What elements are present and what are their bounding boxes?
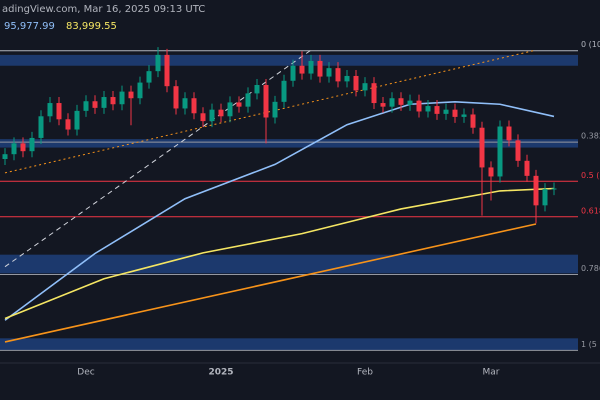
candle-body <box>443 109 449 114</box>
candle-body <box>83 101 89 111</box>
time-labels: Dec 2025 Feb Mar <box>77 368 499 378</box>
candle-body <box>128 91 134 99</box>
candle-body <box>551 188 557 190</box>
candle-body <box>389 98 395 107</box>
candle-body <box>2 154 8 160</box>
fib-levels: 0 (10 0.382 (9 0.5 (8 0.618 (7 0.786 (6 1 (5 <box>0 40 600 351</box>
candle-body <box>38 116 44 138</box>
candle-body <box>398 98 404 105</box>
candle-body <box>137 82 143 99</box>
candle-body <box>380 103 386 107</box>
time-label: Dec <box>77 368 94 378</box>
candle-body <box>326 68 332 77</box>
overlay-line <box>4 49 537 174</box>
candle-body <box>56 103 62 120</box>
candle-body <box>353 75 359 91</box>
candle-body <box>281 80 287 102</box>
candle-body <box>101 97 107 108</box>
ma-value: 83,999.55 <box>66 21 117 32</box>
candle-body <box>110 97 116 105</box>
candle-body <box>425 106 431 112</box>
candle-body <box>236 102 242 107</box>
candle-body <box>47 103 53 117</box>
candle-body <box>416 100 422 112</box>
candle-body <box>209 109 215 122</box>
candle-body <box>434 106 440 114</box>
candle-body <box>470 114 476 128</box>
candle-body <box>515 140 521 161</box>
candle-body <box>488 167 494 177</box>
candle-body <box>317 60 323 77</box>
candle-body <box>245 93 251 107</box>
candle-body <box>362 83 368 91</box>
support-zone <box>0 254 578 274</box>
candle-body <box>308 60 314 74</box>
candles <box>2 47 557 224</box>
candle-body <box>218 109 224 117</box>
candle-body <box>371 83 377 104</box>
time-label: Mar <box>483 368 500 378</box>
candle-body <box>200 113 206 122</box>
candle-body <box>506 126 512 141</box>
fib-label: 1 (5 <box>581 340 597 349</box>
candle-body <box>497 126 503 177</box>
candle-body <box>254 84 260 94</box>
candle-body <box>227 102 233 117</box>
overlay-line <box>4 187 555 320</box>
overlay-line <box>4 101 555 321</box>
time-label: 2025 <box>208 368 233 378</box>
support-zone <box>0 139 578 148</box>
support-zone <box>0 338 578 351</box>
candle-body <box>344 75 350 82</box>
ma-value: 95,977.99 <box>4 21 55 32</box>
fib-label: 0.382 (9 <box>581 132 600 141</box>
candle-body <box>461 114 467 117</box>
fib-label: 0.5 (8 <box>581 171 600 180</box>
fib-label: 0.618 (7 <box>581 206 600 215</box>
candle-body <box>533 175 539 206</box>
candle-body <box>11 143 17 155</box>
overlays <box>4 49 555 343</box>
fib-label: 0.786 (6 <box>581 264 600 273</box>
candle-body <box>299 65 305 74</box>
candle-body <box>335 68 341 82</box>
candle-body <box>452 109 458 117</box>
candle-body <box>272 101 278 118</box>
candle-body <box>119 91 125 105</box>
zones <box>0 54 578 351</box>
candle-body <box>92 101 98 108</box>
candle-body <box>182 98 188 109</box>
candle-body <box>29 137 35 152</box>
candle-body <box>173 86 179 109</box>
candle-body <box>65 119 71 130</box>
candle-body <box>524 160 530 176</box>
overlay-line <box>4 223 537 343</box>
support-zone <box>0 54 578 66</box>
candle-body <box>74 110 80 130</box>
candle-body <box>191 98 197 114</box>
time-label: Feb <box>357 368 373 378</box>
candle-body <box>20 143 26 152</box>
candle-body <box>542 189 548 206</box>
chart-source: adingView.com, Mar 16, 2025 09:13 UTC <box>2 4 205 15</box>
candle-body <box>290 65 296 81</box>
candle-body <box>407 100 413 105</box>
fib-label: 0 (10 <box>581 40 600 49</box>
candle-body <box>155 54 161 72</box>
candle-body <box>263 84 269 118</box>
candle-body <box>164 54 170 87</box>
candle-body <box>146 71 152 83</box>
candle-body <box>479 127 485 168</box>
